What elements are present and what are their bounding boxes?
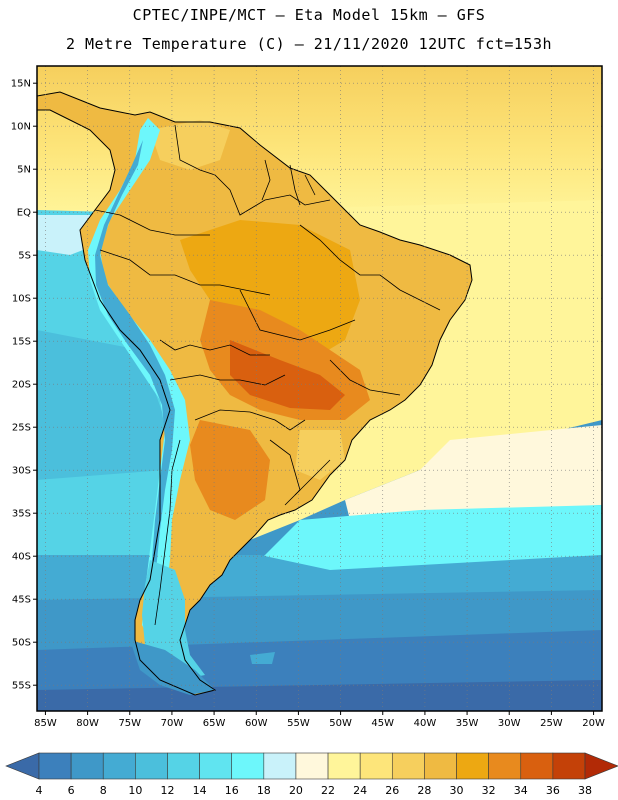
colorbar-box bbox=[327, 752, 361, 780]
colorbar-box bbox=[70, 752, 104, 780]
colorbar-box bbox=[167, 752, 200, 780]
colorbar-level-label: 30 bbox=[450, 784, 464, 797]
colorbar-level-label: 8 bbox=[100, 784, 107, 797]
lat-tick-label: 45S bbox=[12, 595, 31, 606]
lat-tick-label: 40S bbox=[12, 552, 31, 563]
lon-tick-label: 75W bbox=[118, 718, 141, 729]
colorbar-level-label: 4 bbox=[36, 784, 43, 797]
field-layer bbox=[37, 66, 602, 711]
andes-coldest-ridge bbox=[95, 140, 175, 605]
colorbar-level-label: 32 bbox=[482, 784, 496, 797]
colorbar-level-label: 22 bbox=[321, 784, 335, 797]
caribbean-coast-mild bbox=[150, 120, 230, 170]
ocean-pacific-coastal-cool bbox=[37, 215, 96, 255]
colorbar-level-label: 16 bbox=[225, 784, 239, 797]
amazon-warm-core bbox=[180, 220, 360, 355]
lon-tick-label: 30W bbox=[498, 718, 521, 729]
colorbar-box bbox=[199, 752, 233, 780]
tierra-del-fuego-cold bbox=[130, 640, 215, 695]
colorbar-box bbox=[424, 752, 457, 780]
lat-tick-label: 55S bbox=[12, 681, 31, 692]
colorbar-box bbox=[391, 752, 425, 780]
map-title-line-1: CPTEC/INPE/MCT – Eta Model 15km – GFS bbox=[132, 6, 486, 24]
lon-tick-label: 50W bbox=[329, 718, 352, 729]
lon-tick-label: 25W bbox=[540, 718, 563, 729]
colorbar-level-label: 20 bbox=[289, 784, 303, 797]
colorbar-box bbox=[520, 752, 554, 780]
lat-tick-label: 5N bbox=[17, 165, 31, 176]
colorbar-box bbox=[231, 752, 265, 780]
lon-tick-label: 40W bbox=[414, 718, 437, 729]
colorbar-low-arrow bbox=[5, 752, 40, 780]
lon-tick-label: 70W bbox=[161, 718, 184, 729]
andes-cold-strip bbox=[88, 118, 190, 640]
ocean-atlantic-pale bbox=[345, 425, 602, 525]
colorbar-boxes bbox=[5, 752, 618, 780]
colorbar-box bbox=[295, 752, 329, 780]
colorbar-labels: 4 6 8 10 12 14 16 18 20 22 24 26 28 30 32 34 36 38 bbox=[36, 784, 593, 797]
colorbar-box bbox=[488, 752, 522, 780]
colorbar-level-label: 34 bbox=[514, 784, 528, 797]
colorbar-level-label: 36 bbox=[546, 784, 560, 797]
lat-tick-label: 10S bbox=[12, 294, 31, 305]
lon-tick-label: 60W bbox=[245, 718, 268, 729]
ocean-atlantic-cool bbox=[260, 505, 602, 575]
lat-tick-label: 15S bbox=[12, 337, 31, 348]
lat-tick-label: 35S bbox=[12, 509, 31, 520]
lon-tick-label: 35W bbox=[456, 718, 479, 729]
ocean-pacific-subtropical bbox=[37, 330, 165, 480]
colorbar-box bbox=[359, 752, 393, 780]
map-title-line-2: 2 Metre Temperature (C) – 21/11/2020 12U… bbox=[65, 35, 553, 53]
temperature-map: 15N 10N 5N EQ 5S 10S 15S 20S 25S 30S 35S 40S 45S 50S 5… bbox=[11, 65, 605, 729]
colorbar-box bbox=[135, 752, 168, 780]
lon-tick-label: 85W bbox=[34, 718, 57, 729]
country-borders bbox=[94, 124, 441, 626]
colorbar-box bbox=[263, 752, 297, 780]
lat-tick-label: 10N bbox=[11, 122, 31, 133]
colorbar-level-label: 12 bbox=[160, 784, 174, 797]
southern-brazil-mild bbox=[295, 430, 345, 480]
lat-tick-label: 15N bbox=[11, 79, 31, 90]
colorbar-level-label: 14 bbox=[193, 784, 207, 797]
lon-tick-label: 20W bbox=[582, 718, 605, 729]
lat-tick-label: 30S bbox=[12, 466, 31, 477]
colorbar-level-label: 6 bbox=[68, 784, 75, 797]
colorbar-level-label: 18 bbox=[257, 784, 271, 797]
colorbar-box bbox=[456, 752, 489, 780]
colorbar-box bbox=[38, 752, 72, 780]
lon-tick-label: 45W bbox=[371, 718, 394, 729]
colorbar-high-arrow bbox=[584, 752, 618, 780]
colorbar-level-label: 24 bbox=[353, 784, 367, 797]
lon-tick-label: 80W bbox=[76, 718, 99, 729]
lon-tick-label: 65W bbox=[203, 718, 226, 729]
map-frame bbox=[36, 65, 603, 712]
colorbar-level-label: 10 bbox=[128, 784, 142, 797]
colorbar-level-label: 28 bbox=[417, 784, 431, 797]
colorbar-box bbox=[102, 752, 136, 780]
coastline bbox=[37, 91, 473, 696]
colorbar-level-label: 26 bbox=[385, 784, 399, 797]
lat-tick-label: 5S bbox=[18, 251, 31, 262]
lat-tick-label: 20S bbox=[12, 380, 31, 391]
colorbar-level-label: 38 bbox=[578, 784, 592, 797]
colorbar-box bbox=[552, 752, 586, 780]
lat-tick-label: 50S bbox=[12, 638, 31, 649]
temperature-colorbar: 4 6 8 10 12 14 16 18 20 22 24 26 28 30 32 34 36 38 bbox=[5, 752, 618, 797]
longitude-labels: 85W 80W 75W 70W 65W 60W 55W 50W 45W 40W 35W 30W 25W 2… bbox=[34, 711, 605, 729]
lat-tick-label: 25S bbox=[12, 423, 31, 434]
central-hottest-zone bbox=[230, 340, 345, 410]
lat-tick-label: EQ bbox=[17, 208, 31, 219]
lon-tick-label: 55W bbox=[287, 718, 310, 729]
latitude-labels: 15N 10N 5N EQ 5S 10S 15S 20S 25S 30S 35S 40S 45S 50S 5… bbox=[11, 79, 37, 692]
